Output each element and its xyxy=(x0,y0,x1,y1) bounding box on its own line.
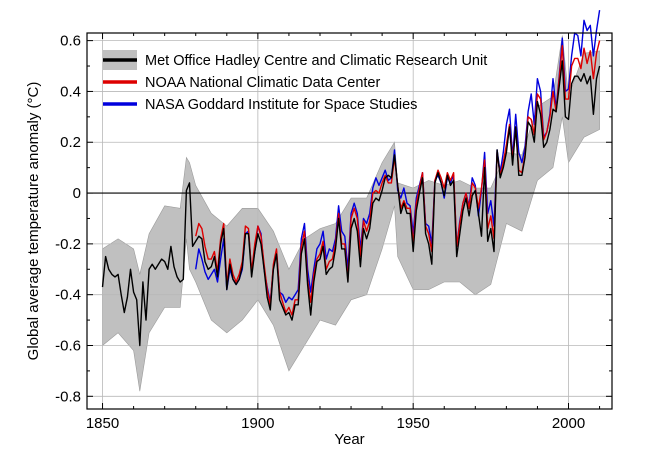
y-tick-label: -0.4 xyxy=(55,287,81,304)
x-tick-label: 2000 xyxy=(552,415,585,432)
legend-label-1: NOAA National Climatic Data Center xyxy=(145,75,380,91)
y-axis-title: Global average temperature anomaly (°C) xyxy=(25,82,42,361)
y-tick-label: -0.8 xyxy=(55,388,81,405)
y-tick-label: 0.4 xyxy=(60,83,81,100)
grid-layer xyxy=(87,33,612,409)
x-tick-label: 1950 xyxy=(396,415,429,432)
tick-layer: 1850 1900 1950 2000 0.6 0.4 0.2 0 -0.2 -0.4 -0.6 -0… xyxy=(55,33,612,432)
legend: Met Office Hadley Centre and Climatic Re… xyxy=(103,50,487,113)
legend-label-0: Met Office Hadley Centre and Climatic Re… xyxy=(145,53,487,69)
y-tick-label: 0 xyxy=(73,185,81,202)
y-tick-label: -0.2 xyxy=(55,236,81,253)
series-layer xyxy=(101,9,601,347)
y-tick-label: 0.6 xyxy=(60,33,81,50)
x-tick-label: 1900 xyxy=(241,415,274,432)
legend-label-2: NASA Goddard Institute for Space Studies xyxy=(145,97,417,113)
plot-frame xyxy=(86,32,613,410)
y-tick-label: -0.6 xyxy=(55,337,81,354)
x-tick-label: 1850 xyxy=(86,415,119,432)
x-axis-title: Year xyxy=(334,431,364,448)
y-tick-label: 0.2 xyxy=(60,134,81,151)
series-line-0 xyxy=(101,60,601,347)
